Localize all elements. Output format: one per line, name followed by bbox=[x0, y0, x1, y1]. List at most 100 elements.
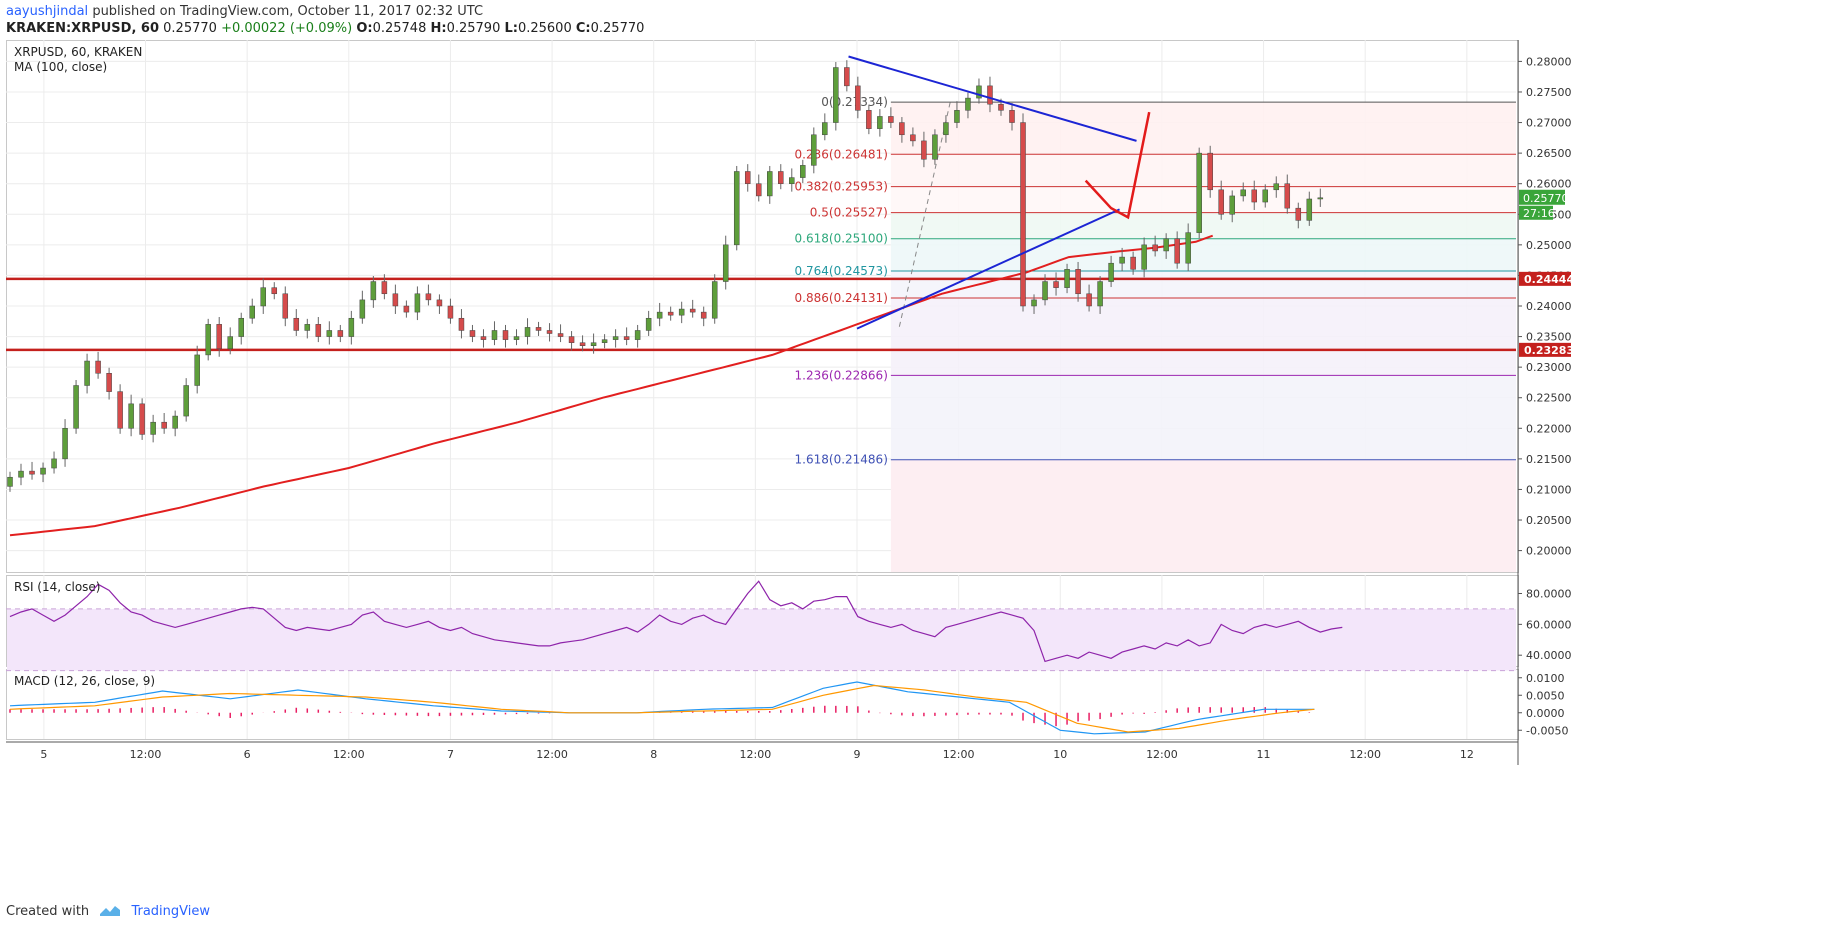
ohlc-line: KRAKEN:XRPUSD, 60 0.25770 +0.00022 (+0.0… bbox=[6, 21, 644, 36]
price-tick-label: 0.27500 bbox=[1526, 86, 1572, 99]
candle-down bbox=[1009, 110, 1015, 123]
candle-up bbox=[40, 467, 46, 475]
price-tick-label: 0.24000 bbox=[1526, 300, 1572, 313]
open-value: 0.25748 bbox=[372, 21, 427, 36]
fib-level-label: 0.618(0.25100) bbox=[795, 232, 888, 246]
upper-trendline bbox=[848, 55, 1137, 142]
candle-down bbox=[216, 324, 222, 350]
fib-zone bbox=[890, 212, 1516, 239]
candle-down bbox=[139, 403, 145, 435]
price-tick-label: 0.23000 bbox=[1526, 361, 1572, 374]
candle-up bbox=[833, 67, 839, 123]
price-tick-label: 0.26000 bbox=[1526, 178, 1572, 191]
candle-up bbox=[194, 354, 200, 386]
candle-up bbox=[128, 403, 134, 429]
candle-down bbox=[623, 336, 630, 340]
fib-zone bbox=[890, 270, 1516, 298]
candle-up bbox=[1262, 189, 1269, 203]
fib-level-label: 0(0.27334) bbox=[821, 95, 888, 109]
candle-down bbox=[117, 391, 123, 429]
chart-svg[interactable]: 5 12:00 6 12:00 7 12:00 8 12:00 9 12:00 10 12:00 11 1… bbox=[6, 40, 1818, 908]
countdown-label: 27:16 bbox=[1523, 207, 1555, 220]
price-tick-label: 0.22500 bbox=[1526, 392, 1572, 405]
candle-down bbox=[161, 421, 167, 429]
candle-up bbox=[1273, 183, 1280, 191]
candle-up bbox=[1317, 197, 1324, 200]
candle-up bbox=[1163, 238, 1169, 252]
tradingview-logo-icon bbox=[100, 906, 121, 916]
candle-up bbox=[304, 324, 311, 331]
candle-up bbox=[822, 122, 828, 136]
candle-down bbox=[403, 305, 410, 313]
candle-up bbox=[656, 311, 663, 319]
macd-tick-label: 0.0050 bbox=[1526, 689, 1565, 702]
candle-up bbox=[183, 385, 189, 417]
candle-down bbox=[480, 336, 487, 340]
candle-up bbox=[238, 317, 244, 337]
candle-up bbox=[73, 385, 79, 429]
fib-zone bbox=[890, 238, 1516, 271]
candle-up bbox=[1185, 232, 1191, 264]
candle-up bbox=[1031, 299, 1037, 307]
low-label: L: bbox=[504, 21, 518, 36]
candles bbox=[7, 60, 1324, 492]
candle-up bbox=[51, 458, 57, 469]
time-tick-label: 7 bbox=[447, 748, 454, 761]
candle-up bbox=[976, 85, 982, 99]
candle-down bbox=[1130, 256, 1136, 270]
candle-down bbox=[315, 324, 322, 337]
fib-level-label: 0.886(0.24131) bbox=[795, 291, 888, 305]
candle-down bbox=[447, 305, 454, 319]
candle-up bbox=[513, 336, 520, 340]
macd-line bbox=[9, 681, 1315, 735]
macd-tick-label: 0.0100 bbox=[1526, 672, 1565, 685]
candle-up bbox=[711, 281, 718, 319]
last-price-label-bg bbox=[1519, 189, 1565, 205]
macd-histogram bbox=[9, 705, 1311, 727]
candle-up bbox=[722, 244, 729, 282]
footer: Created with TradingView bbox=[6, 904, 210, 926]
candle-up bbox=[954, 110, 960, 123]
candle-down bbox=[1207, 152, 1213, 191]
candle-up bbox=[1240, 189, 1246, 197]
chart-header: aayushjindal published on TradingView.co… bbox=[0, 0, 1824, 40]
support-level-label-bg bbox=[1519, 342, 1571, 357]
candle-up bbox=[370, 281, 377, 301]
candle-down bbox=[888, 116, 894, 123]
candle-up bbox=[1196, 152, 1202, 233]
time-tick-label: 12:00 bbox=[536, 748, 568, 761]
author-link[interactable]: aayushjindal bbox=[6, 4, 89, 19]
candle-down bbox=[1075, 269, 1081, 295]
candle-down bbox=[1174, 238, 1180, 264]
tradingview-brand[interactable]: TradingView bbox=[131, 904, 210, 919]
candle-up bbox=[789, 177, 795, 184]
price-tick-label: 0.25000 bbox=[1526, 239, 1572, 252]
candle-up bbox=[733, 171, 740, 246]
candle-up bbox=[205, 324, 211, 356]
candle-up bbox=[227, 336, 233, 350]
candle-up bbox=[1064, 269, 1070, 288]
candle-up bbox=[84, 360, 90, 386]
support-level-label-bg bbox=[1519, 271, 1571, 286]
candle-down bbox=[1284, 183, 1291, 209]
fib-zone bbox=[890, 102, 1516, 155]
candle-down bbox=[579, 342, 586, 346]
time-tick-label: 12:00 bbox=[1146, 748, 1178, 761]
candle-up bbox=[601, 339, 608, 343]
fib-zone bbox=[890, 375, 1516, 460]
rsi-title: RSI (14, close) bbox=[14, 580, 100, 594]
projection-arrow bbox=[1084, 111, 1151, 220]
candle-down bbox=[458, 317, 465, 331]
candle-up bbox=[1141, 244, 1147, 270]
time-tick-label: 5 bbox=[40, 748, 47, 761]
chart-area[interactable]: 5 12:00 6 12:00 7 12:00 8 12:00 9 12:00 10 12:00 11 1… bbox=[6, 40, 1818, 908]
candle-down bbox=[700, 311, 707, 319]
candle-up bbox=[348, 317, 355, 337]
close-value: 0.25770 bbox=[590, 21, 645, 36]
fib-level-label: 0.764(0.24573) bbox=[795, 264, 888, 278]
candle-down bbox=[436, 299, 443, 307]
macd-tick-label: 0.0000 bbox=[1526, 707, 1565, 720]
close-label: C: bbox=[575, 21, 591, 36]
price-tick-label: 0.20000 bbox=[1526, 545, 1572, 558]
candle-down bbox=[1295, 207, 1302, 221]
